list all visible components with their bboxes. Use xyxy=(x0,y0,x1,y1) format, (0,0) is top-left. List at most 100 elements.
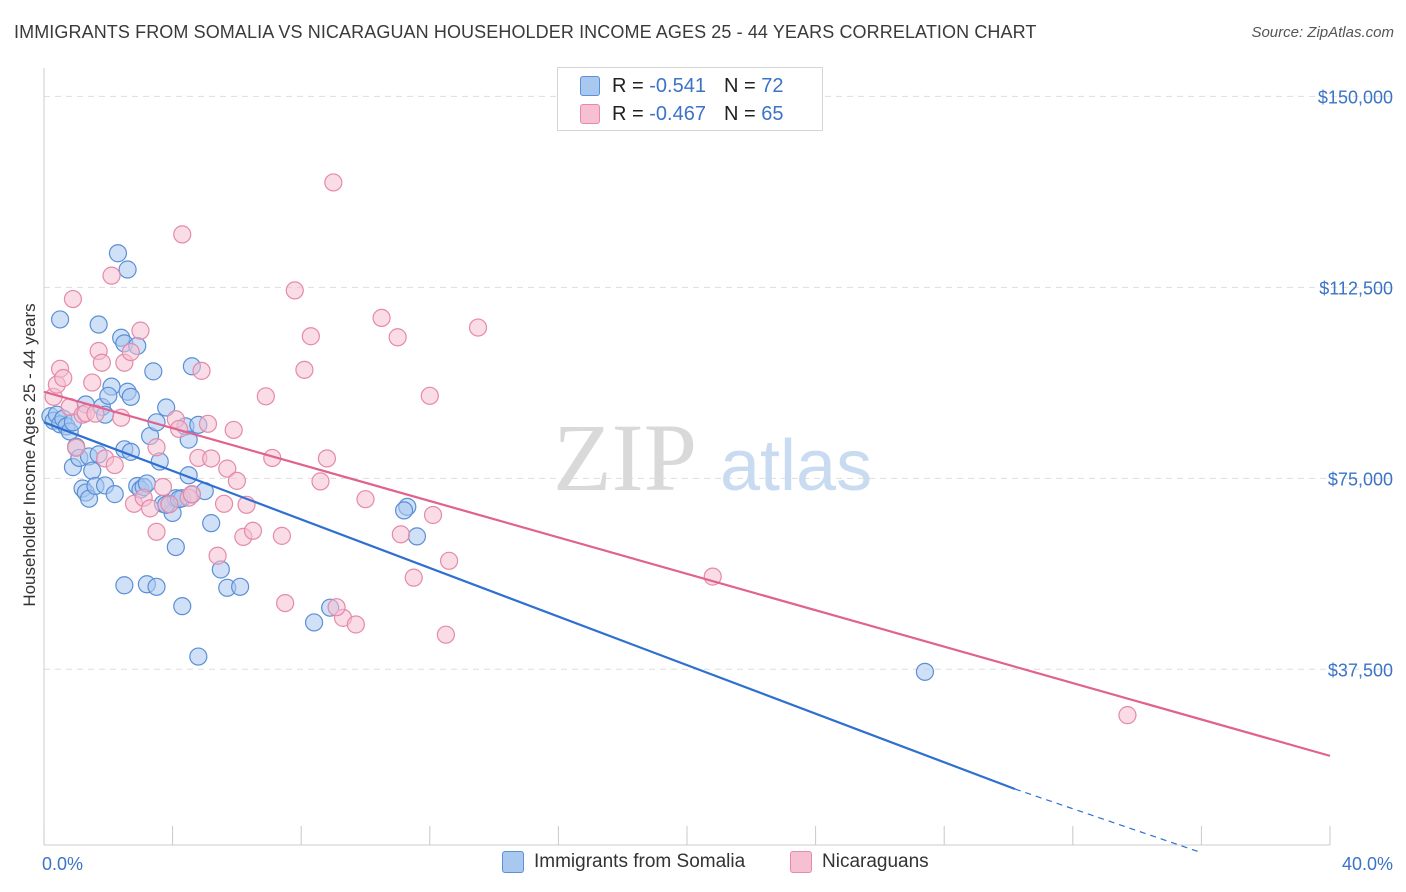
y-tick-label: $112,500 xyxy=(1319,278,1393,298)
somalia-point xyxy=(915,662,935,681)
nicaragua-point xyxy=(227,471,246,490)
somalia-point xyxy=(166,537,185,557)
nicaragua-point xyxy=(327,598,346,617)
watermark-zip: ZIP xyxy=(553,404,697,511)
x-tick-label-min: 0.0% xyxy=(42,854,83,874)
nicaragua-point xyxy=(420,386,439,405)
nicaragua-point xyxy=(404,568,423,587)
n-value: 65 xyxy=(761,102,784,125)
somalia-legend-swatch xyxy=(502,851,524,873)
axes xyxy=(43,68,1331,846)
somalia-point xyxy=(394,501,414,520)
nicaragua-point xyxy=(67,438,86,457)
nicaragua-point xyxy=(192,361,211,380)
nicaragua-point xyxy=(224,420,243,440)
nicaragua-point xyxy=(439,551,459,570)
nicaragua-point xyxy=(324,173,343,192)
nicaragua-trend-line xyxy=(43,390,1331,757)
r-value: -0.541 xyxy=(649,74,706,97)
somalia-point xyxy=(115,576,134,595)
nicaragua-point xyxy=(311,472,330,491)
nicaragua-point xyxy=(276,593,295,613)
nicaragua-point xyxy=(295,360,314,379)
nicaragua-point xyxy=(208,546,227,565)
n-value: 72 xyxy=(761,74,784,97)
somalia-point xyxy=(157,398,176,417)
nicaragua-swatch xyxy=(580,104,600,124)
data-points xyxy=(41,173,1137,725)
nicaragua-point xyxy=(256,387,275,406)
y-tick-label: $150,000 xyxy=(1318,87,1393,107)
nicaragua-point xyxy=(272,526,292,545)
nicaragua-point xyxy=(243,521,263,540)
somalia-point xyxy=(147,577,166,596)
legend-label-nicaragua: Nicaraguans xyxy=(822,851,929,872)
n-label: N = xyxy=(723,74,756,97)
nicaragua-point xyxy=(147,522,166,541)
somalia-point xyxy=(173,597,192,616)
nicaragua-point xyxy=(356,490,375,509)
somalia-point xyxy=(189,647,208,666)
r-label: R = xyxy=(612,74,644,97)
somalia-point xyxy=(83,461,102,480)
x-tick-label-max: 40.0% xyxy=(1342,854,1393,874)
legend-row-nicaragua: R = -0.467 N = 65 xyxy=(580,101,783,127)
n-label: N = xyxy=(723,102,756,125)
nicaragua-point xyxy=(140,499,160,518)
source-label: Source: ZipAtlas.com xyxy=(1251,24,1394,41)
y-tick-label: $75,000 xyxy=(1328,469,1393,489)
nicaragua-point xyxy=(214,494,234,513)
nicaragua-point xyxy=(131,321,150,340)
nicaragua-point xyxy=(63,289,83,309)
watermark-atlas: atlas xyxy=(720,426,872,506)
somalia-point xyxy=(89,315,108,334)
somalia-point xyxy=(108,244,128,263)
nicaragua-point xyxy=(173,225,192,244)
nicaragua-point xyxy=(436,625,455,644)
nicaragua-point xyxy=(121,342,140,362)
tick-labels: $37,500 $75,000 $112,500 $150,000 0.0% 40.0% xyxy=(42,87,1393,874)
somalia-point xyxy=(99,386,118,405)
r-value: -0.467 xyxy=(649,102,706,125)
nicaragua-point xyxy=(147,438,166,457)
r-label: R = xyxy=(612,102,644,125)
nicaragua-point xyxy=(423,505,443,525)
nicaragua-point xyxy=(86,404,105,423)
legend-label-somalia: Immigrants from Somalia xyxy=(534,851,746,872)
nicaragua-point xyxy=(92,353,111,372)
nicaragua-point xyxy=(105,455,124,475)
somalia-point xyxy=(407,527,427,546)
somalia-point xyxy=(118,260,137,279)
chart-title: IMMIGRANTS FROM SOMALIA VS NICARAGUAN HO… xyxy=(14,22,1037,42)
watermark: ZIP atlas xyxy=(553,404,872,511)
nicaragua-point xyxy=(1118,706,1137,725)
nicaragua-point xyxy=(198,414,218,433)
somalia-point xyxy=(304,613,324,632)
nicaragua-point xyxy=(391,525,410,544)
somalia-point xyxy=(231,577,250,596)
legend-item-somalia: Immigrants from Somalia xyxy=(502,851,745,873)
nicaragua-point xyxy=(153,477,173,497)
y-tick-label: $37,500 xyxy=(1328,660,1393,680)
somalia-point xyxy=(202,514,221,533)
legend-row-somalia: R = -0.541 N = 72 xyxy=(580,73,783,99)
nicaragua-legend-swatch xyxy=(790,851,812,873)
nicaragua-point xyxy=(317,449,337,468)
grid-lines xyxy=(44,95,1396,670)
legend-item-nicaragua: Nicaraguans xyxy=(790,851,929,873)
trend-lines xyxy=(43,390,1331,854)
nicaragua-point xyxy=(102,266,121,285)
nicaragua-point xyxy=(218,459,237,478)
nicaragua-point xyxy=(54,368,73,388)
somalia-trend-line xyxy=(43,421,1016,791)
somalia-swatch xyxy=(580,76,600,96)
nicaragua-point xyxy=(285,281,304,300)
nicaragua-point xyxy=(346,615,365,634)
correlation-legend: R = -0.541 N = 72 R = -0.467 N = 65 xyxy=(557,67,823,131)
somalia-point xyxy=(105,485,124,504)
nicaragua-point xyxy=(202,449,221,468)
nicaragua-point xyxy=(468,318,488,337)
somalia-point xyxy=(50,310,70,329)
somalia-point xyxy=(144,362,163,381)
